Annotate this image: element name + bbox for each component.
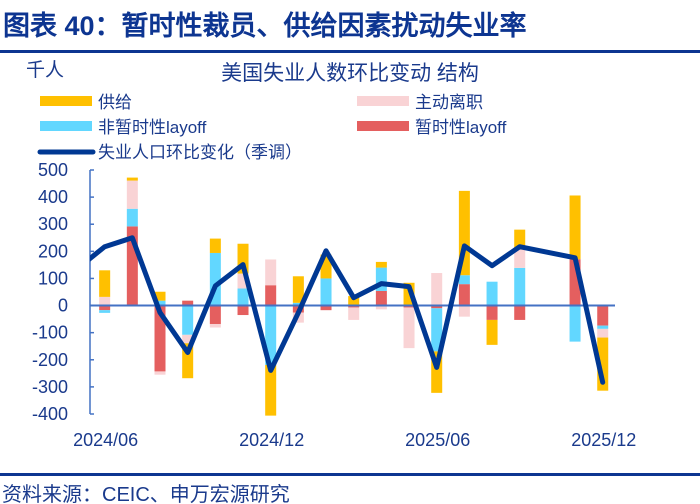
bar-voluntary-2025/07 xyxy=(458,305,470,317)
bar-supply-2025/07 xyxy=(458,190,470,276)
chart-title: 美国失业人数环比变动 结构 xyxy=(221,62,479,85)
y-tick-label: -100 xyxy=(32,323,68,343)
bar-supply-2025/04 xyxy=(375,261,387,268)
source-note: 资料来源：CEIC、申万宏源研究 xyxy=(2,484,290,504)
bar-supply-2025/09 xyxy=(514,229,526,249)
bar-nontemp-2025/02 xyxy=(320,278,332,306)
bar-supply-2025/12 xyxy=(597,337,609,391)
bar-temp-2025/02 xyxy=(320,305,332,311)
bar-nontemp-2024/12 xyxy=(265,305,277,365)
legend: 供给 主动离职 非暂时性layoff 暂时性layoff 失业人口环比变化（季调… xyxy=(37,93,507,162)
x-tick-label: 2025/12 xyxy=(571,430,636,450)
bar-supply-2025/01 xyxy=(292,276,304,303)
bar-supply-2024/06 xyxy=(99,270,111,297)
bar-supply-2024/07 xyxy=(126,177,138,181)
bar-voluntary-2024/06 xyxy=(99,296,111,306)
legend-swatch-temp xyxy=(357,121,409,131)
bar-nontemp-2024/09 xyxy=(182,305,194,335)
y-tick-label: 200 xyxy=(38,241,68,261)
bar-voluntary-2024/10 xyxy=(209,323,221,328)
bar-voluntary-2025/12 xyxy=(597,328,609,338)
bar-voluntary-2024/09 xyxy=(182,334,194,344)
bar-nontemp-2025/04 xyxy=(375,267,387,291)
bar-nontemp-2025/07 xyxy=(458,275,470,285)
bar-temp-2024/06 xyxy=(99,305,111,311)
bar-temp-2024/09 xyxy=(182,300,194,306)
bar-temp-2025/06 xyxy=(431,305,443,309)
x-tick-label: 2024/12 xyxy=(239,430,304,450)
bar-supply-2024/08 xyxy=(154,291,166,301)
bar-temp-2025/12 xyxy=(597,305,609,326)
legend-swatch-supply xyxy=(40,96,92,106)
x-tick-label: 2025/06 xyxy=(405,430,470,450)
bar-temp-2025/11 xyxy=(569,259,581,306)
bar-supply-2025/06 xyxy=(431,351,443,393)
bar-voluntary-2025/09 xyxy=(514,248,526,268)
bar-temp-2024/10 xyxy=(209,305,221,324)
bar-nontemp-2024/06 xyxy=(99,310,111,313)
bar-voluntary-2025/04 xyxy=(375,305,387,310)
bar-nontemp-2024/11 xyxy=(237,288,249,306)
bar-temp-2024/08 xyxy=(154,305,166,372)
bar-nontemp-2024/08 xyxy=(154,300,166,306)
bar-supply-2024/12 xyxy=(265,364,277,416)
source-divider xyxy=(0,473,700,476)
bar-temp-2024/07 xyxy=(126,226,138,306)
y-tick-label: 300 xyxy=(38,214,68,234)
bar-voluntary-2024/07 xyxy=(126,180,138,209)
bar-nontemp-2025/01 xyxy=(292,302,304,306)
y-tick-label: 400 xyxy=(38,187,68,207)
bar-temp-2024/12 xyxy=(265,285,277,306)
y-tick-label: -200 xyxy=(32,350,68,370)
bar-temp-2025/07 xyxy=(458,284,470,306)
bar-voluntary-2024/11 xyxy=(237,273,249,289)
x-tick-label: 2024/06 xyxy=(73,430,138,450)
legend-label-line: 失业人口环比变化（季调） xyxy=(98,143,302,162)
bar-supply-2024/11 xyxy=(237,243,249,274)
bar-voluntary-2025/03 xyxy=(348,307,360,320)
legend-swatch-voluntary xyxy=(357,96,409,106)
bar-supply-2025/03 xyxy=(348,296,360,306)
y-tick-label: 100 xyxy=(38,268,68,288)
bar-supply-2024/09 xyxy=(182,343,194,379)
y-tick-label: -400 xyxy=(32,404,68,424)
bar-temp-2025/09 xyxy=(514,305,526,320)
bar-nontemp-2025/12 xyxy=(597,325,609,329)
legend-label-nontemp: 非暂时性layoff xyxy=(98,118,207,137)
bar-nontemp-2025/06 xyxy=(431,308,443,352)
y-tick-label: 500 xyxy=(38,160,68,180)
legend-swatch-nontemp xyxy=(40,121,92,131)
bar-supply-2025/02 xyxy=(320,254,332,279)
bar-nontemp-2025/08 xyxy=(486,281,498,306)
figure-title: 图表 40：暂时性裁员、供给因素扰动失业率 xyxy=(3,11,527,41)
legend-label-temp: 暂时性layoff xyxy=(415,118,507,137)
bar-supply-2024/10 xyxy=(209,238,221,253)
bar-voluntary-2024/12 xyxy=(265,259,277,286)
y-tick-label: -300 xyxy=(32,377,68,397)
legend-label-supply: 供给 xyxy=(98,93,132,112)
bar-voluntary-2025/06 xyxy=(431,273,443,306)
bar-voluntary-2025/05 xyxy=(403,307,415,349)
bar-voluntary-2024/08 xyxy=(154,371,166,375)
bar-temp-2025/08 xyxy=(486,305,498,320)
legend-label-voluntary: 主动离职 xyxy=(415,93,483,112)
bar-temp-2024/11 xyxy=(237,305,249,316)
bar-nontemp-2025/11 xyxy=(569,305,581,342)
bar-nontemp-2025/09 xyxy=(514,267,526,306)
y-axis-unit: 千人 xyxy=(26,59,64,81)
bar-supply-2025/08 xyxy=(486,319,498,345)
bar-nontemp-2024/10 xyxy=(209,252,221,306)
bar-nontemp-2024/07 xyxy=(126,208,138,227)
bar-temp-2025/04 xyxy=(375,290,387,306)
y-tick-label: 0 xyxy=(58,296,68,316)
title-divider xyxy=(0,50,700,53)
bar-supply-2025/11 xyxy=(569,195,581,260)
